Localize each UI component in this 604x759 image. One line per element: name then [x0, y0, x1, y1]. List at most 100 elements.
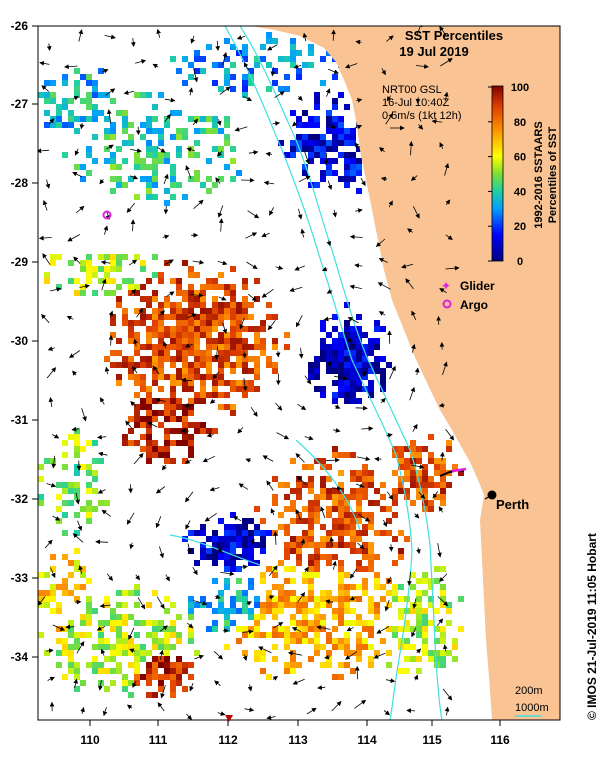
sst-cell — [50, 554, 56, 560]
sst-cell — [158, 362, 164, 368]
city-label-perth: Perth — [496, 497, 529, 512]
sst-cell — [188, 116, 194, 122]
sst-cell — [116, 380, 122, 386]
sst-cell — [110, 128, 116, 134]
sst-cell — [182, 380, 188, 386]
sst-cell — [62, 152, 68, 158]
sst-cell — [68, 110, 74, 116]
current-vector — [185, 491, 194, 503]
sst-cell — [134, 320, 140, 326]
sst-cell — [134, 644, 140, 650]
sst-cell — [332, 500, 338, 506]
sst-cell — [194, 398, 200, 404]
sst-cell — [374, 572, 380, 578]
sst-cell — [434, 662, 440, 668]
sst-cell — [50, 608, 56, 614]
sst-cell — [386, 362, 392, 368]
sst-cell — [194, 320, 200, 326]
sst-cell — [398, 608, 404, 614]
sst-cell — [350, 398, 356, 404]
sst-cell — [224, 584, 230, 590]
sst-cell — [74, 548, 80, 554]
current-vector — [215, 594, 221, 600]
sst-cell — [332, 452, 338, 458]
sst-cell — [284, 632, 290, 638]
sst-cell — [56, 638, 62, 644]
colorbar — [491, 85, 504, 262]
current-vector — [215, 177, 221, 184]
sst-cell — [188, 632, 194, 638]
current-vector — [324, 654, 331, 660]
sst-cell — [314, 560, 320, 566]
current-vector — [409, 386, 416, 401]
sst-cell — [296, 632, 302, 638]
sst-cell — [170, 692, 176, 698]
sst-cell — [440, 656, 446, 662]
sst-cell — [416, 602, 422, 608]
current-vector — [166, 291, 175, 297]
sst-cell — [182, 434, 188, 440]
sst-cell — [236, 608, 242, 614]
sst-cell — [314, 134, 320, 140]
sst-cell — [146, 632, 152, 638]
sst-cell — [128, 320, 134, 326]
sst-cell — [152, 656, 158, 662]
sst-cell — [146, 428, 152, 434]
sst-cell — [188, 326, 194, 332]
current-vector — [218, 218, 224, 232]
current-vector — [244, 707, 255, 713]
sst-cell — [416, 656, 422, 662]
sst-cell — [332, 524, 338, 530]
sst-cell — [176, 284, 182, 290]
sst-cell — [230, 410, 236, 416]
sst-cell — [134, 344, 140, 350]
sst-cell — [104, 158, 110, 164]
sst-cell — [68, 656, 74, 662]
sst-cell — [230, 620, 236, 626]
sst-cell — [122, 602, 128, 608]
sst-cell — [236, 380, 242, 386]
sst-cell — [146, 326, 152, 332]
current-vector — [296, 315, 303, 328]
current-vector — [130, 401, 136, 407]
sst-cell — [62, 638, 68, 644]
sst-cell — [212, 146, 218, 152]
sst-cell — [164, 296, 170, 302]
sst-cell — [320, 140, 326, 146]
current-vector — [81, 408, 87, 422]
sst-cell — [230, 536, 236, 542]
sst-cell — [296, 50, 302, 56]
current-vector — [413, 674, 419, 681]
sst-cell — [350, 392, 356, 398]
current-vector — [215, 40, 221, 51]
sst-cell — [356, 476, 362, 482]
current-vector — [128, 259, 138, 266]
sst-cell — [134, 290, 140, 296]
x-tick-label: 112 — [218, 733, 238, 747]
sst-cell — [80, 620, 86, 626]
sst-cell — [338, 590, 344, 596]
sst-cell — [332, 596, 338, 602]
sst-cell — [212, 278, 218, 284]
current-vector — [241, 351, 247, 359]
current-vector — [294, 265, 305, 271]
sst-cell — [308, 584, 314, 590]
sst-cell — [314, 608, 320, 614]
sst-cell — [194, 326, 200, 332]
sst-cell — [338, 674, 344, 680]
sst-cell — [158, 620, 164, 626]
x-tick-label: 115 — [422, 733, 442, 747]
sst-cell — [152, 104, 158, 110]
sst-cell — [248, 584, 254, 590]
current-vector — [347, 337, 354, 347]
sst-cell — [104, 656, 110, 662]
sst-cell — [350, 494, 356, 500]
current-vector — [108, 335, 114, 346]
sst-cell — [230, 290, 236, 296]
current-vector — [380, 397, 386, 404]
sst-cell — [446, 608, 452, 614]
sst-cell — [176, 662, 182, 668]
sst-cell — [170, 392, 176, 398]
current-vector — [65, 624, 75, 630]
current-vector — [414, 367, 420, 376]
